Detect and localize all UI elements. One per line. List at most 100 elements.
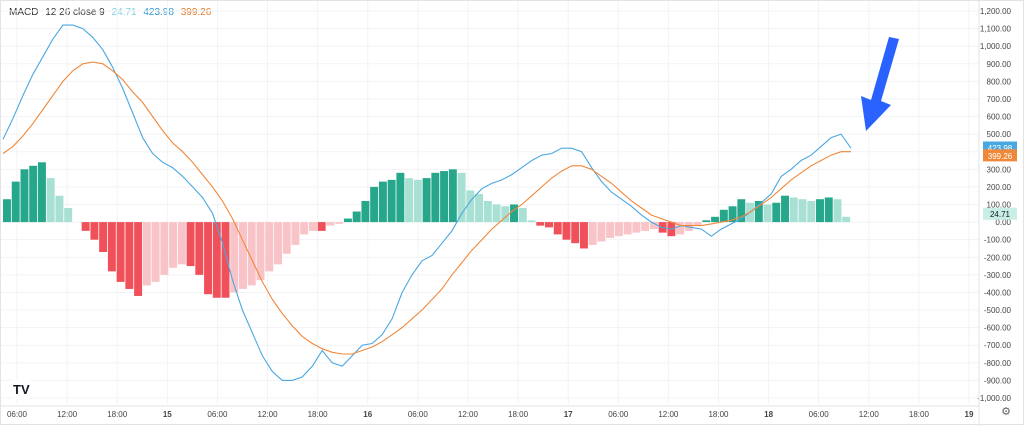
x-tick-label: 06:00 [408,410,429,419]
histogram-bar [151,222,160,282]
histogram-bar [3,199,11,223]
histogram-bar [440,171,449,223]
histogram-bar [457,172,466,223]
gear-icon[interactable]: ⚙ [1001,406,1011,418]
histogram-bar [579,222,588,249]
y-tick-label: -100.00 [984,236,1012,245]
y-tick-label: -300.00 [984,271,1012,280]
y-tick-label: -900.00 [984,376,1012,385]
histogram-bar [20,169,29,223]
histogram-bar [711,216,720,223]
histogram-bar [221,222,230,298]
signal-value: 399.26 [180,7,212,18]
y-tick-label: -800.00 [984,359,1012,368]
signal-line [2,61,851,355]
x-tick-label: 16 [363,410,372,419]
histogram-bar [737,199,746,223]
histogram-bar [649,222,658,230]
histogram-bar [387,179,396,223]
histogram-bar [763,204,772,223]
histogram-bar [378,181,387,223]
histogram-bar [702,220,711,223]
histogram-bar [230,222,239,293]
histogram-value: 24.71 [111,7,137,18]
histogram-bar [571,222,580,244]
x-tick-label: 18 [764,410,773,419]
histogram-bar [728,206,737,223]
histogram-bar [274,222,282,265]
y-tick-label: -1,000.00 [977,394,1011,403]
histogram-bar [781,195,790,223]
y-tick-label: -700.00 [984,341,1012,350]
histogram-bar [134,222,143,296]
histogram-bar [352,211,361,223]
histogram-bar [798,199,807,223]
histogram-bar [308,222,317,231]
y-tick-label: 1,000.00 [980,42,1012,51]
histogram-bar [501,206,510,223]
x-tick-label: 06:00 [809,410,830,419]
x-tick-label: 17 [564,410,573,419]
histogram-bar [483,200,492,223]
histogram-bar [492,204,501,223]
histogram-bar [413,179,422,223]
y-tick-label: 200.00 [987,183,1012,192]
x-tick-label: 12:00 [458,410,479,419]
histogram-bar [204,222,213,295]
histogram-bar [772,202,781,223]
signal-badge-bg [983,149,1017,162]
histogram-bar [824,197,833,223]
histogram-bar [142,222,151,286]
histogram-bar [64,208,73,223]
x-tick-label: 15 [163,410,172,419]
histogram-bar [641,222,650,231]
histogram-bar [160,222,169,275]
histogram-bar [623,222,632,235]
histogram-bar [11,181,20,223]
histogram-bar [833,199,842,223]
x-tick-label: 19 [965,410,974,419]
y-tick-label: 700.00 [987,95,1012,104]
x-tick-label: 18:00 [909,410,930,419]
histogram-bar [588,222,597,245]
histogram-bar [291,222,300,245]
tradingview-logo[interactable]: TV [11,379,31,399]
x-tick-label: 12:00 [658,410,679,419]
histogram-bar [29,165,38,223]
y-tick-label: 500.00 [987,130,1012,139]
y-tick-label: -200.00 [984,253,1012,262]
histogram-bar [606,222,615,238]
histogram-bar [335,222,344,224]
histogram-bar [545,222,553,228]
y-tick-label: 300.00 [987,165,1012,174]
histogram-bar [90,222,99,240]
histogram-bar [116,222,125,282]
indicator-params: 12 26 close 9 [45,7,105,18]
svg-text:TV: TV [13,382,30,397]
histogram-bar [300,222,309,235]
histogram-bar [81,222,90,231]
x-tick-label: 06:00 [7,410,28,419]
y-tick-label: 0.00 [995,218,1011,227]
hist-badge-bg [983,207,1017,220]
x-tick-label: 18:00 [708,410,729,419]
histogram-bar [326,222,335,226]
histogram-bar [510,204,518,223]
x-tick-label: 06:00 [608,410,629,419]
y-tick-label: 800.00 [987,77,1012,86]
x-tick-label: 18:00 [508,410,529,419]
histogram-bar [466,190,475,223]
histogram-bar [396,172,405,223]
histogram-bar [754,200,763,223]
histogram-bar [247,222,256,286]
y-tick-label: -600.00 [984,324,1012,333]
histogram-bar [614,222,623,237]
histogram-bar [177,222,186,265]
histogram-bar [46,178,55,223]
y-tick-label: -400.00 [984,288,1012,297]
histogram-bar [562,222,571,240]
x-tick-label: 12:00 [57,410,78,419]
histogram-bar [370,186,379,223]
histogram-bar [256,222,265,281]
